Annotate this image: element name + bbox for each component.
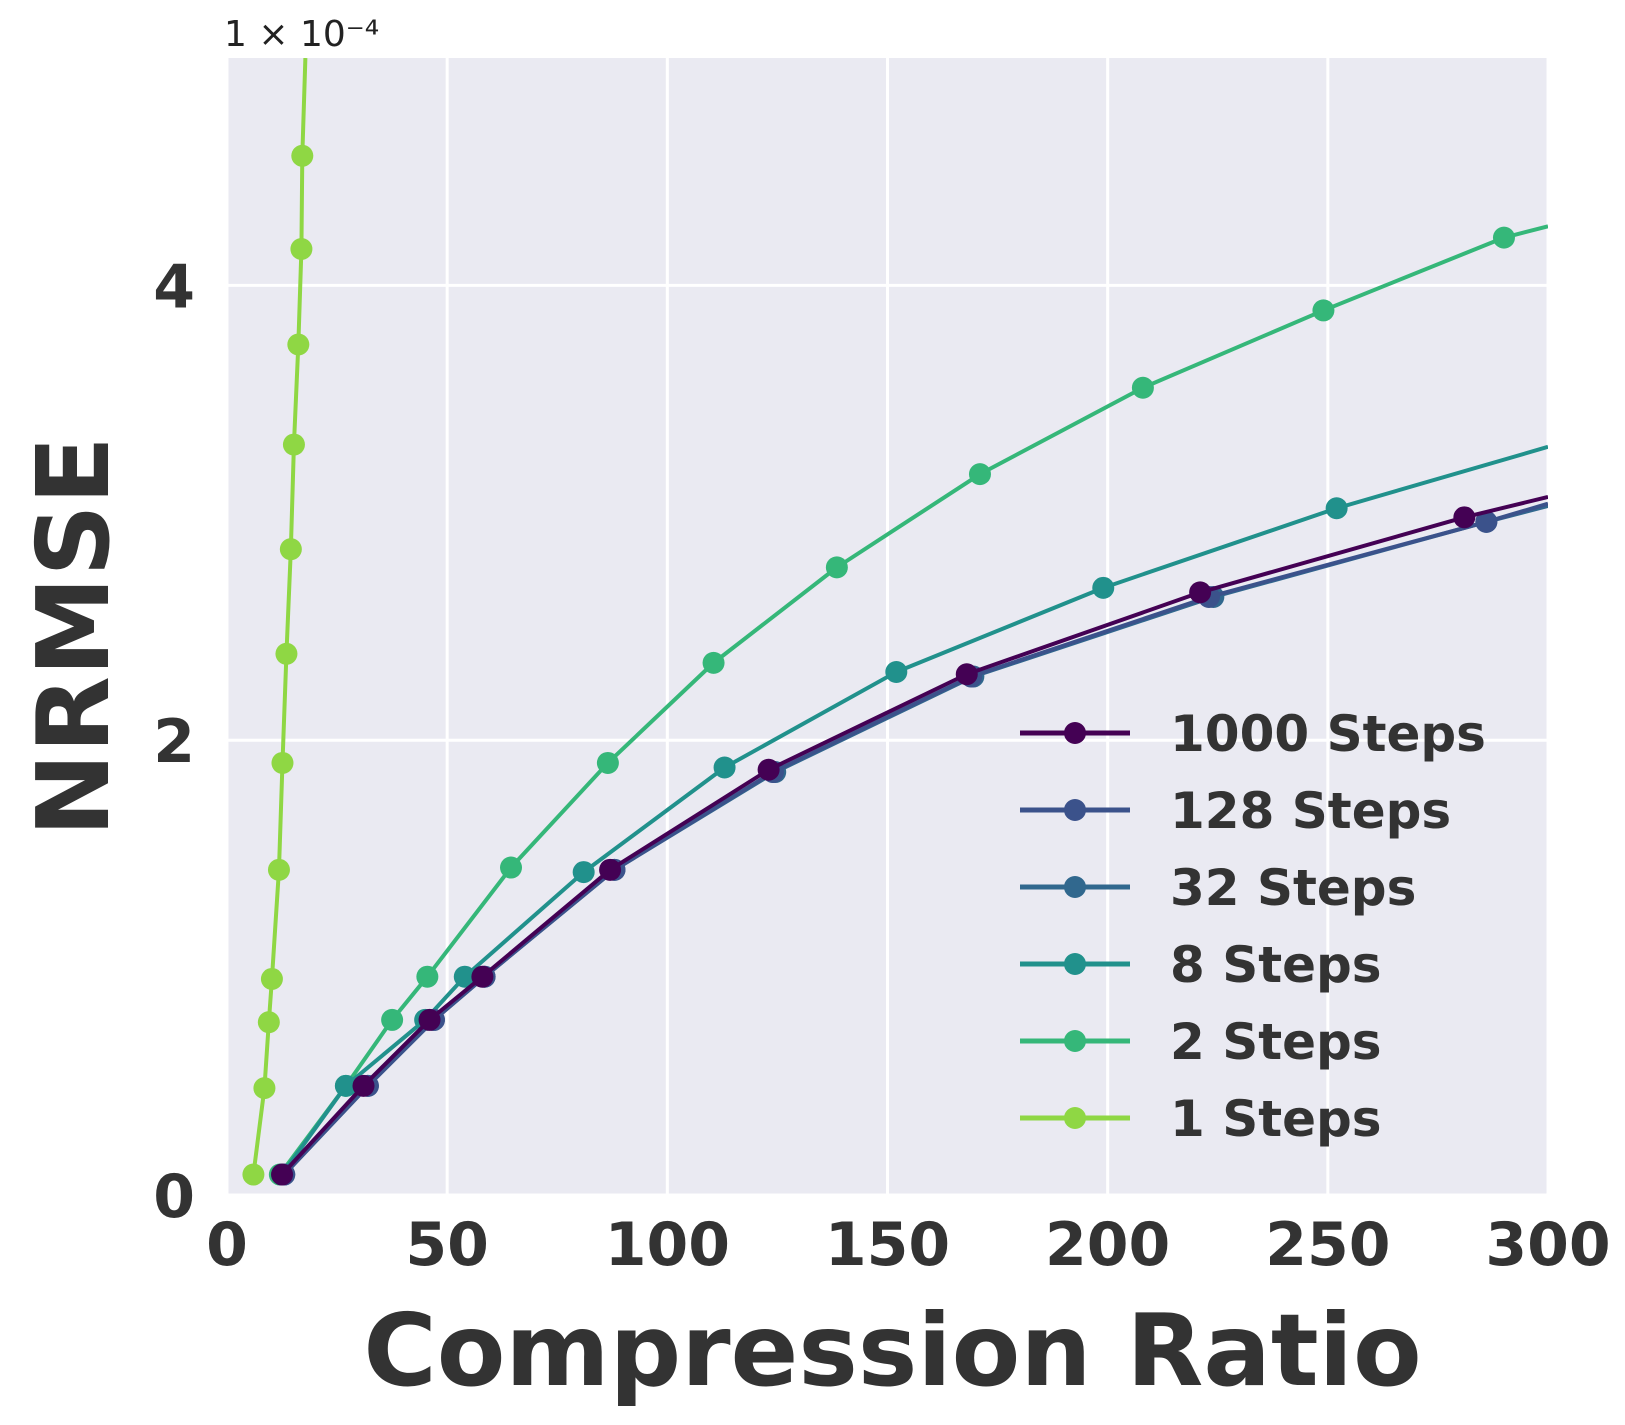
data-point [1189, 581, 1212, 604]
x-tick-label: 250 [1265, 1210, 1390, 1280]
y-tick-label: 2 [153, 707, 195, 777]
data-point [471, 965, 494, 988]
legend-marker [1064, 876, 1086, 898]
legend-label: 1000 Steps [1170, 705, 1486, 763]
legend-label: 2 Steps [1170, 1013, 1382, 1071]
data-point [1312, 299, 1335, 322]
series-line [280, 494, 1548, 1176]
data-point [500, 856, 523, 879]
y-tick-labels: 0 2 4 [153, 252, 195, 1232]
data-point [287, 333, 310, 356]
legend-marker [1064, 799, 1086, 821]
x-tick-label: 200 [1045, 1210, 1170, 1280]
data-point [1131, 376, 1154, 399]
series-line [280, 444, 1548, 1176]
legend-item: 32 Steps [1020, 859, 1416, 917]
data-point [267, 858, 290, 881]
data-point [757, 758, 780, 781]
data-point [260, 967, 283, 990]
legend-marker [1064, 953, 1086, 975]
grid [225, 58, 1550, 1197]
data-point [381, 1008, 404, 1031]
legend-item: 1 Steps [1020, 1090, 1382, 1148]
legend-marker [1064, 1030, 1086, 1052]
series-1000-steps [271, 494, 1548, 1186]
data-point [1092, 576, 1115, 599]
data-point [275, 642, 298, 665]
data-point [352, 1074, 375, 1097]
x-tick-labels: 0 50 100 150 200 250 300 [206, 1210, 1611, 1280]
data-point [596, 751, 619, 774]
data-point [279, 538, 302, 561]
x-tick-label: 150 [825, 1210, 950, 1280]
data-point [1475, 510, 1498, 533]
x-tick-label: 50 [405, 1210, 489, 1280]
data-point [257, 1011, 280, 1034]
data-point [271, 751, 294, 774]
legend-label: 128 Steps [1170, 782, 1451, 840]
data-point [334, 1074, 357, 1097]
data-point [418, 1008, 441, 1031]
series-line [282, 501, 1548, 1176]
legend-label: 32 Steps [1170, 859, 1416, 917]
y-tick-label: 0 [153, 1162, 195, 1232]
data-point [291, 144, 314, 167]
data-point [572, 861, 595, 884]
legend-item: 128 Steps [1020, 782, 1451, 840]
data-point [271, 1163, 294, 1186]
data-point [713, 756, 736, 779]
legend-label: 1 Steps [1170, 1090, 1382, 1148]
series-1-steps [242, 58, 314, 1186]
data-point [1492, 226, 1515, 249]
series-layer [242, 58, 1548, 1186]
data-point [702, 651, 725, 674]
data-point [968, 463, 991, 486]
x-tick-label: 300 [1485, 1210, 1610, 1280]
y-tick-label: 4 [153, 252, 195, 322]
data-point [885, 660, 908, 683]
legend-marker [1064, 722, 1086, 744]
x-tick-label: 0 [206, 1210, 248, 1280]
data-point [955, 663, 978, 686]
y-offset-label: 1 × 10⁻⁴ [224, 14, 379, 55]
data-point [253, 1077, 276, 1100]
data-point [282, 433, 305, 456]
x-axis-label: Compression Ratio [363, 1292, 1421, 1409]
data-point [453, 965, 476, 988]
legend-item: 8 Steps [1020, 936, 1382, 994]
x-tick-label: 100 [605, 1210, 730, 1280]
legend-label: 8 Steps [1170, 936, 1382, 994]
data-point [1325, 497, 1348, 520]
data-point [290, 238, 313, 261]
legend-item: 1000 Steps [1020, 705, 1486, 763]
legend: 1000 Steps 128 Steps 32 Steps 8 Steps 2 Step… [1020, 705, 1486, 1148]
legend-marker [1064, 1107, 1086, 1129]
data-point [242, 1163, 265, 1186]
data-point [825, 556, 848, 579]
legend-item: 2 Steps [1020, 1013, 1382, 1071]
y-axis-label: NRMSE [15, 436, 132, 837]
data-point [1453, 506, 1476, 529]
data-point [599, 858, 622, 881]
data-point [416, 965, 439, 988]
